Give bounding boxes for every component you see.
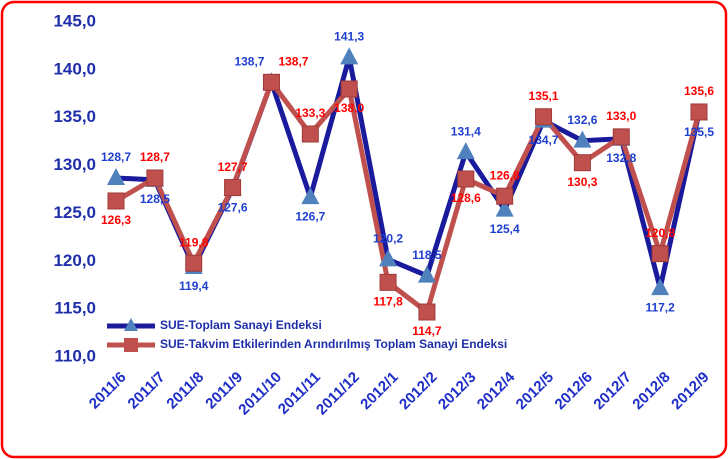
data-label: 133,0 (606, 109, 636, 123)
data-label: 131,4 (451, 124, 481, 138)
triangle-marker (301, 187, 320, 205)
triangle-marker (651, 278, 670, 296)
square-marker (690, 103, 708, 121)
data-label: 138,7 (278, 54, 308, 68)
data-label: 127,6 (218, 201, 248, 215)
square-marker (262, 73, 280, 91)
data-label: 126,8 (490, 168, 520, 182)
data-label: 138,0 (334, 101, 364, 115)
triangle-marker (495, 199, 514, 217)
data-label: 119,4 (179, 279, 209, 293)
square-marker (379, 273, 397, 291)
data-label: 120,8 (645, 226, 675, 240)
square-marker (340, 80, 358, 98)
y-tick-label: 110,0 (54, 346, 96, 365)
square-marker (185, 254, 203, 272)
data-label: 135,6 (684, 84, 714, 98)
square-marker (301, 125, 319, 143)
data-label: 128,5 (140, 192, 170, 206)
square-marker (107, 192, 125, 210)
triangle-marker (417, 265, 436, 283)
square-marker (535, 108, 553, 126)
y-tick-label: 135,0 (53, 107, 96, 126)
data-label: 132,8 (606, 151, 636, 165)
y-tick-label: 140,0 (53, 59, 96, 78)
square-marker (224, 179, 242, 197)
data-label: 120,2 (373, 232, 403, 246)
data-label: 117,2 (645, 300, 675, 314)
data-label: 128,7 (101, 150, 131, 164)
data-label: 117,8 (373, 295, 403, 309)
square-marker (651, 245, 669, 263)
square-marker (496, 187, 514, 205)
data-label: 125,4 (490, 222, 520, 236)
y-tick-label: 145,0 (53, 11, 96, 30)
square-marker (573, 154, 591, 172)
y-tick-label: 120,0 (53, 251, 96, 270)
data-label: 141,3 (334, 30, 364, 44)
square-marker (457, 170, 475, 188)
data-label: 130,3 (567, 175, 597, 189)
data-label: 126,7 (295, 209, 325, 223)
data-label: 138,7 (234, 54, 264, 68)
legend-marker (124, 318, 138, 331)
data-label: 114,7 (412, 324, 442, 338)
data-label: 128,7 (140, 150, 170, 164)
data-label: 133,3 (295, 106, 325, 120)
series-line (114, 79, 702, 315)
triangle-marker (456, 142, 475, 160)
data-label: 134,7 (529, 133, 559, 147)
legend-marker (124, 338, 138, 352)
data-label: 128,6 (451, 191, 481, 205)
triangle-marker (107, 168, 125, 186)
data-label: 132,6 (567, 113, 597, 127)
triangle-marker (379, 249, 398, 267)
square-marker (418, 303, 436, 321)
data-label: 135,1 (529, 89, 559, 103)
y-tick-label: 125,0 (53, 203, 96, 222)
data-label: 135,5 (684, 125, 714, 139)
data-label: 126,3 (101, 213, 131, 227)
square-marker (146, 169, 164, 187)
legend-label: SUE-Takvim Etkilerinden Arındırılmış Top… (160, 337, 507, 351)
triangle-marker (573, 130, 592, 148)
square-marker (612, 128, 630, 146)
legend-label: SUE-Toplam Sanayi Endeksi (160, 318, 322, 332)
data-label: 127,7 (218, 160, 248, 174)
y-tick-label: 130,0 (53, 155, 96, 174)
y-tick-label: 115,0 (54, 299, 96, 318)
data-label: 118,5 (412, 248, 442, 262)
triangle-marker (340, 47, 359, 65)
data-label: 119,8 (179, 235, 209, 249)
